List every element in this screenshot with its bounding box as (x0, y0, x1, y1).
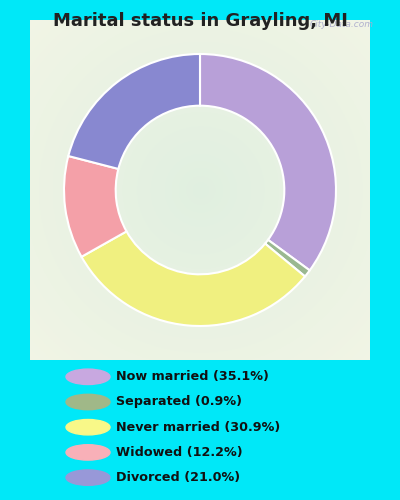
Wedge shape (64, 156, 126, 257)
Text: Widowed (12.2%): Widowed (12.2%) (116, 446, 243, 459)
Text: Divorced (21.0%): Divorced (21.0%) (116, 471, 240, 484)
Text: Marital status in Grayling, MI: Marital status in Grayling, MI (52, 12, 348, 30)
Wedge shape (200, 54, 336, 270)
Text: City-Data.com: City-Data.com (310, 20, 374, 29)
Circle shape (66, 444, 110, 460)
Text: Separated (0.9%): Separated (0.9%) (116, 396, 242, 408)
Text: Now married (35.1%): Now married (35.1%) (116, 370, 269, 384)
Circle shape (66, 420, 110, 435)
Wedge shape (82, 232, 305, 326)
Wedge shape (68, 54, 200, 169)
Circle shape (66, 470, 110, 486)
Circle shape (66, 369, 110, 384)
Circle shape (66, 394, 110, 409)
Wedge shape (265, 240, 310, 277)
Text: Never married (30.9%): Never married (30.9%) (116, 420, 280, 434)
